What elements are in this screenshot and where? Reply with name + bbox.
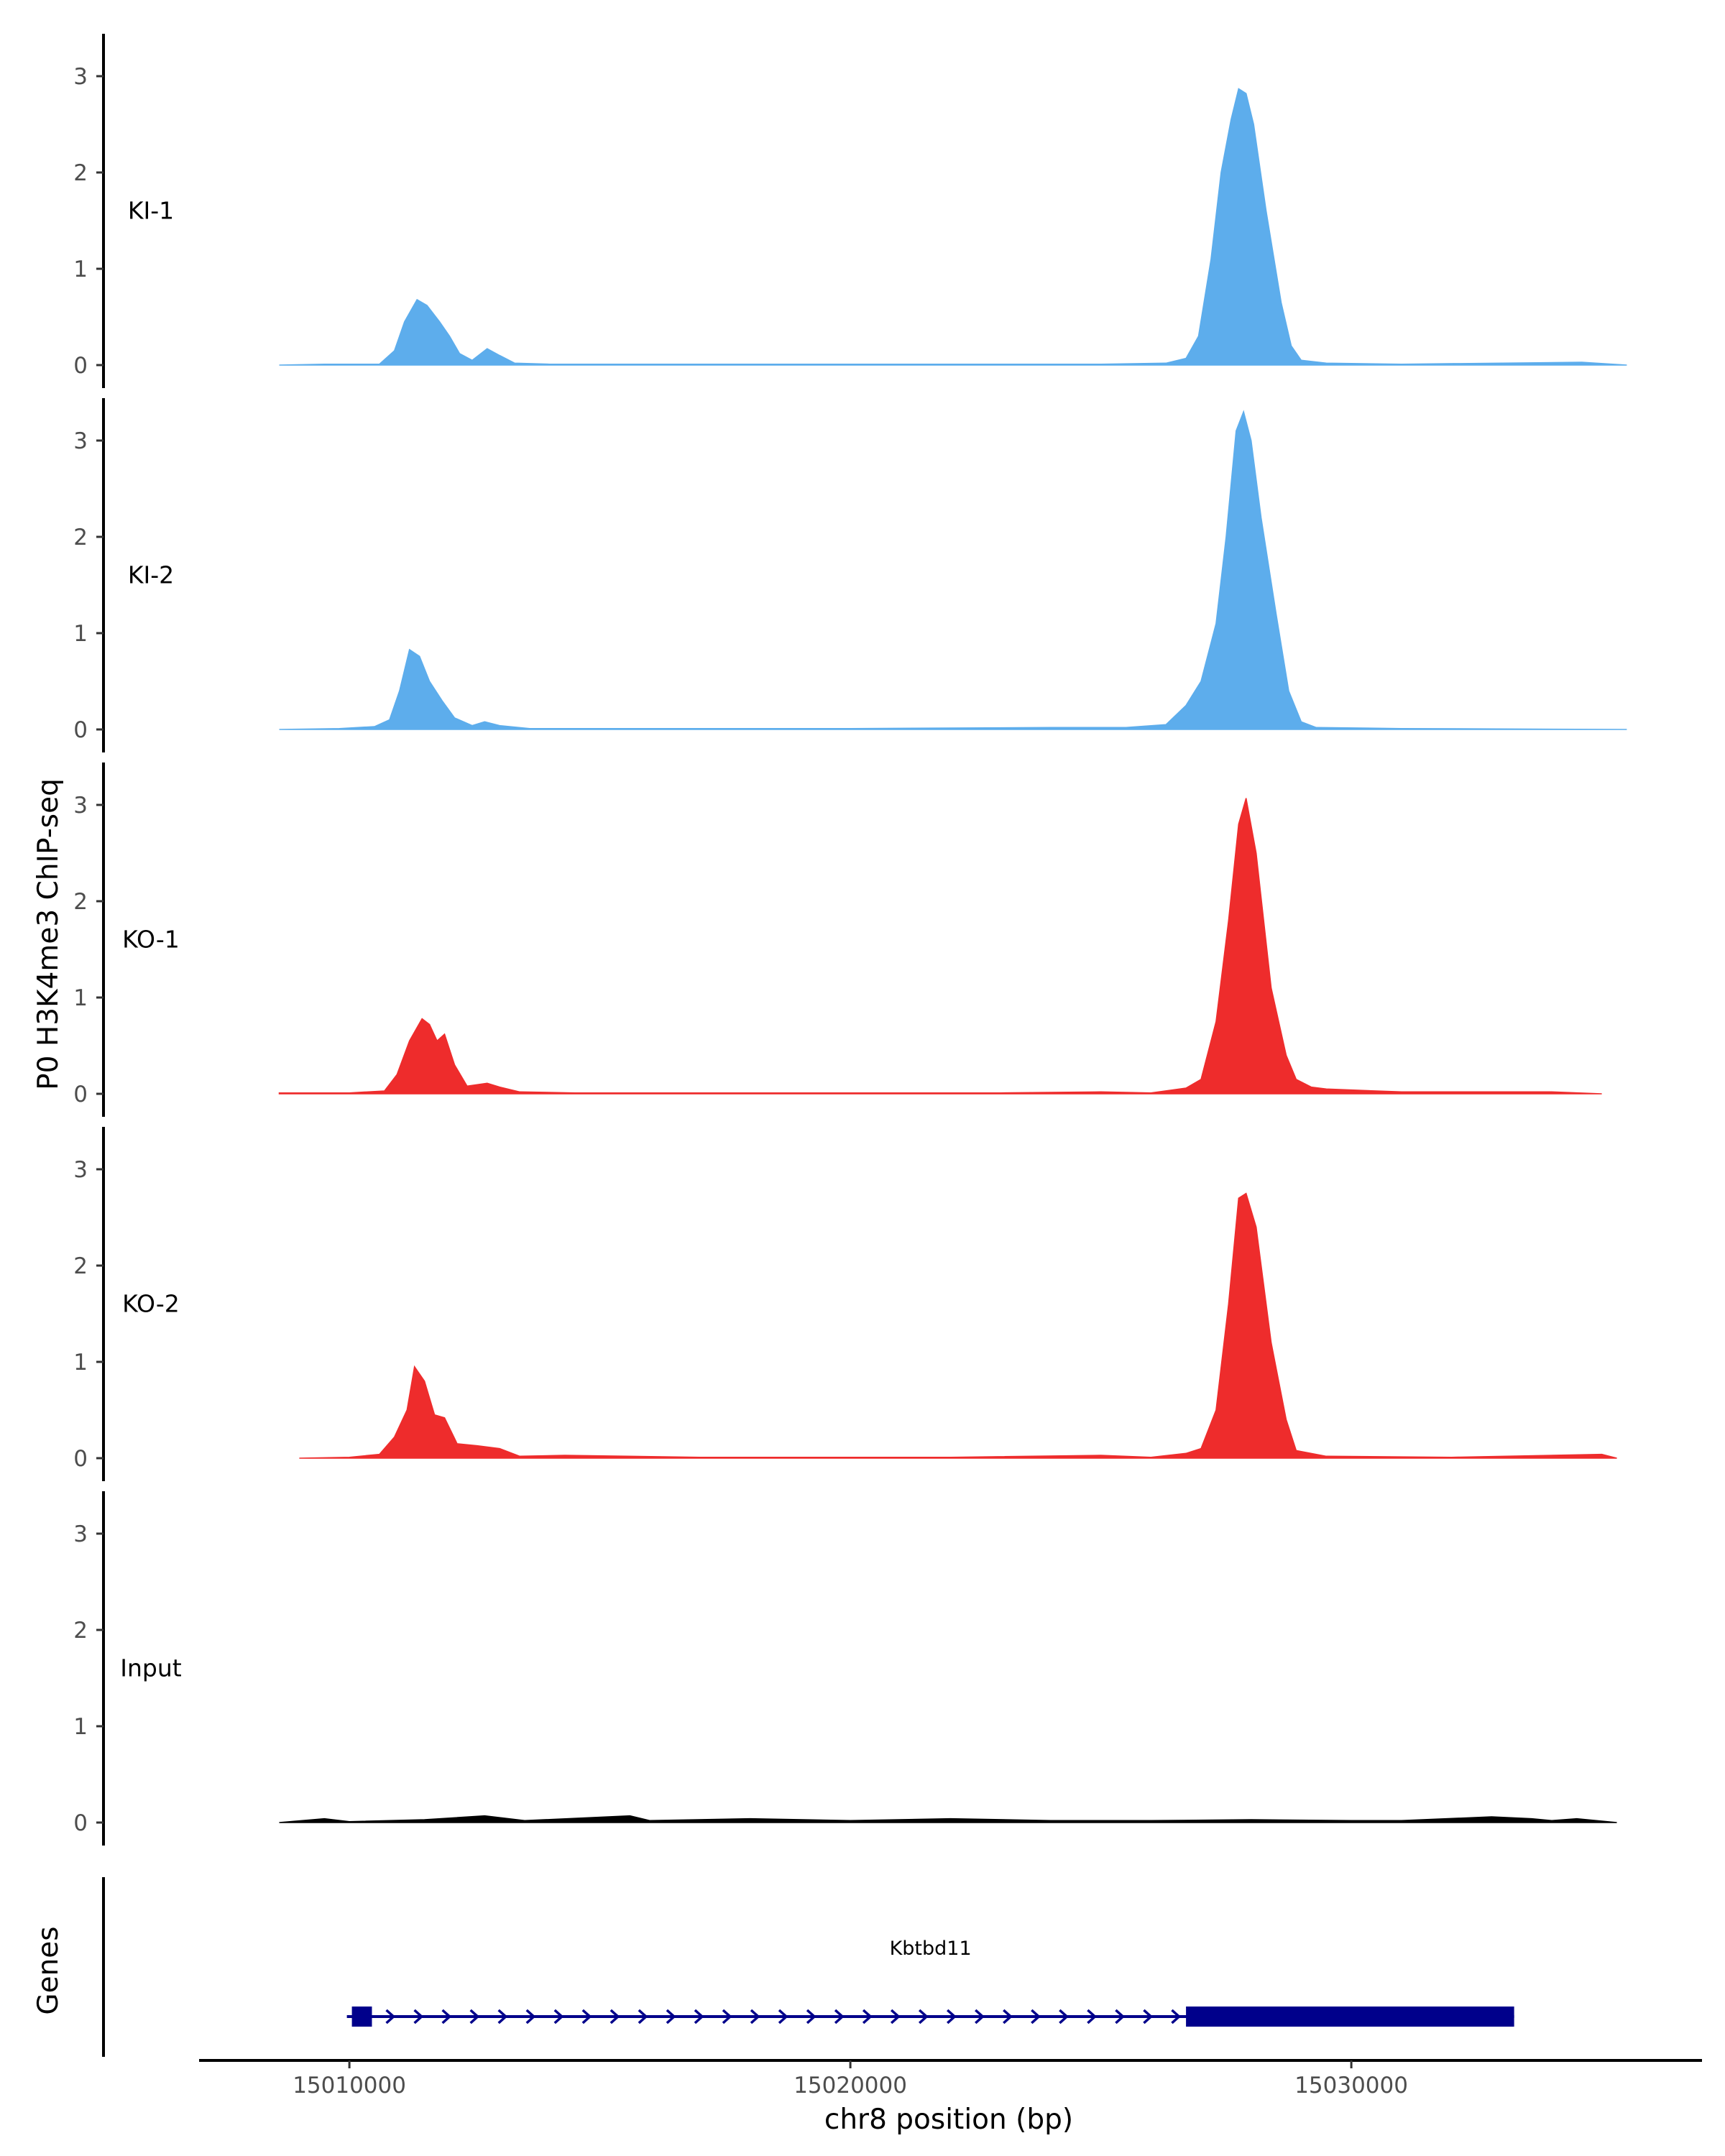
- track-label: KI-2: [128, 561, 174, 589]
- y-tick-label: 2: [73, 1618, 88, 1644]
- y-tick-label: 0: [73, 1810, 88, 1836]
- gene-exon: [351, 2007, 372, 2027]
- y-tick-label: 0: [73, 1082, 88, 1107]
- x-axis-title: chr8 position (bp): [824, 2104, 1073, 2136]
- track-panel-ko-1: 0 1 2 3 KO-1: [73, 763, 1602, 1117]
- genes-axis-title: Genes: [32, 1926, 65, 2014]
- y-axis-title: P0 H3K4me3 ChIP-seq: [32, 778, 65, 1090]
- y-tick-label: 1: [73, 985, 88, 1011]
- gene-name-label: Kbtbd11: [890, 1938, 972, 1960]
- y-tick-label: 3: [73, 1157, 88, 1183]
- strand-arrow: [1087, 2009, 1097, 2024]
- strand-arrow: [834, 2009, 845, 2024]
- strand-arrow: [638, 2009, 648, 2024]
- track-label: Input: [120, 1654, 182, 1682]
- gene-track: Kbtbd11: [102, 1877, 1514, 2057]
- signal-area: [278, 798, 1602, 1095]
- y-tick-label: 1: [73, 1714, 88, 1740]
- signal-area: [279, 88, 1627, 366]
- y-tick-label: 1: [73, 1350, 88, 1376]
- strand-arrow: [722, 2009, 732, 2024]
- strand-arrow: [694, 2009, 704, 2024]
- strand-arrow: [1115, 2009, 1126, 2024]
- y-tick-label: 3: [73, 64, 88, 90]
- y-tick-label: 3: [73, 1521, 88, 1547]
- y-tick-label: 1: [73, 257, 88, 282]
- track-panel-ki-1: 0 1 2 3 KI-1: [73, 34, 1627, 388]
- y-tick-label: 2: [73, 889, 88, 915]
- strand-arrow: [975, 2009, 985, 2024]
- y-tick-label: 2: [73, 160, 88, 186]
- tracks-layer: 0 1 2 3 KI-1 0 1 2 3 KI-2 0 1 2 3 KO-1 0 1 2 3 KO-2 0 1 2 3 Inpu…: [73, 34, 1627, 1846]
- signal-area: [279, 1815, 1617, 1823]
- x-axis: 15010000 15020000 15030000: [199, 2059, 1702, 2099]
- strand-arrow: [441, 2009, 452, 2024]
- strand-arrow: [947, 2009, 957, 2024]
- track-label: KO-2: [122, 1290, 180, 1318]
- x-tick-label: 15010000: [293, 2073, 406, 2099]
- strand-arrow: [469, 2009, 480, 2024]
- strand-arrow: [581, 2009, 592, 2024]
- strand-arrow: [385, 2009, 396, 2024]
- y-tick-label: 1: [73, 621, 88, 647]
- x-tick-label: 15030000: [1294, 2073, 1408, 2099]
- y-tick-label: 3: [73, 428, 88, 454]
- strand-arrow: [890, 2009, 901, 2024]
- strand-arrow: [1059, 2009, 1069, 2024]
- strand-arrow: [497, 2009, 508, 2024]
- strand-arrow: [750, 2009, 760, 2024]
- track-label: KI-1: [128, 197, 174, 225]
- y-tick-label: 0: [73, 1446, 88, 1472]
- signal-area: [299, 1192, 1617, 1459]
- strand-arrow: [553, 2009, 564, 2024]
- strand-arrow: [610, 2009, 620, 2024]
- strand-arrow: [1171, 2009, 1182, 2024]
- strand-arrow: [413, 2009, 424, 2024]
- strand-arrow: [778, 2009, 788, 2024]
- strand-arrow: [918, 2009, 929, 2024]
- y-tick-label: 0: [73, 717, 88, 743]
- signal-area: [279, 410, 1627, 730]
- y-tick-label: 0: [73, 353, 88, 379]
- track-label: KO-1: [122, 926, 180, 954]
- y-tick-label: 2: [73, 525, 88, 550]
- strand-arrow: [1031, 2009, 1041, 2024]
- y-tick-label: 3: [73, 793, 88, 819]
- track-panel-input: 0 1 2 3 Input: [73, 1491, 1617, 1846]
- strand-arrow: [666, 2009, 676, 2024]
- strand-arrow: [525, 2009, 536, 2024]
- strand-arrow: [862, 2009, 873, 2024]
- y-tick-label: 2: [73, 1253, 88, 1279]
- gene-exon: [1186, 2007, 1514, 2027]
- track-panel-ki-2: 0 1 2 3 KI-2: [73, 398, 1627, 752]
- track-panel-ko-2: 0 1 2 3 KO-2: [73, 1127, 1617, 1481]
- strand-arrow: [1143, 2009, 1154, 2024]
- strand-arrow: [1003, 2009, 1013, 2024]
- x-tick-label: 15020000: [794, 2073, 907, 2099]
- strand-arrow: [806, 2009, 816, 2024]
